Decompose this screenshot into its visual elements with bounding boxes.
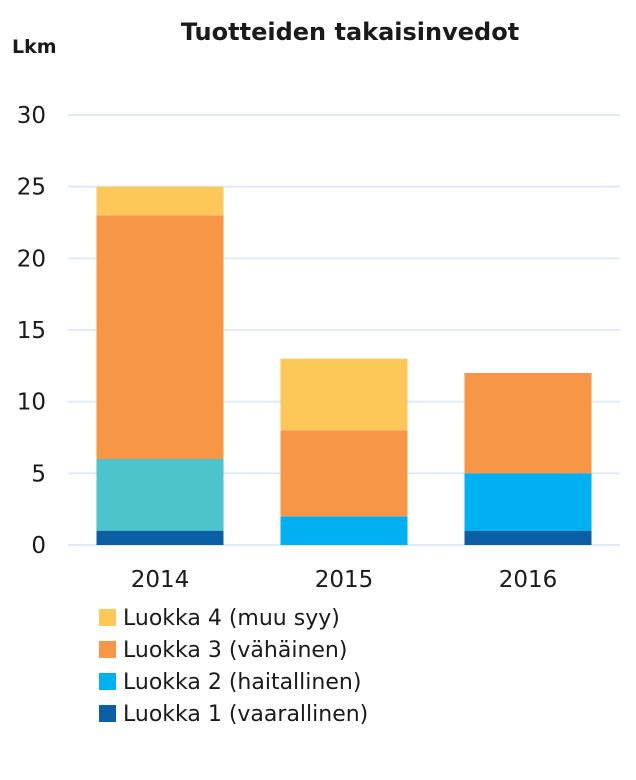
y-tick-label: 25 (17, 175, 46, 201)
legend-label: Luokka 2 (haitallinen) (123, 670, 361, 695)
y-tick-label: 0 (31, 533, 46, 559)
x-tick-label: 2015 (315, 567, 374, 593)
y-axis-unit-label: Lkm (12, 36, 57, 58)
y-tick-label: 30 (17, 103, 46, 129)
legend-swatch (99, 673, 116, 690)
x-axis-ticks: 2014 2015 2016 (131, 567, 558, 593)
y-tick-label: 10 (17, 390, 46, 416)
chart-title: Tuotteiden takaisinvedot (181, 18, 519, 46)
y-axis-ticks: 0 5 10 15 20 25 30 (17, 103, 46, 559)
legend-label: Luokka 1 (vaarallinen) (123, 702, 368, 727)
bar-segment-2016-series-2 (464, 473, 592, 531)
bar-segment-2014-series-4 (96, 186, 224, 216)
bar-segment-2015-series-2 (280, 516, 408, 545)
bar-segment-2016-series-3 (464, 373, 592, 474)
bars (96, 186, 592, 545)
bar-segment-2015-series-4 (280, 358, 408, 431)
bar-segment-2014-series-3 (96, 215, 224, 459)
legend: Luokka 4 (muu syy) Luokka 3 (vähäinen) Luo… (99, 606, 368, 727)
bar-segment-2014-series-1 (96, 530, 224, 545)
y-tick-label: 20 (17, 246, 46, 272)
legend-swatch (99, 609, 116, 626)
legend-label: Luokka 3 (vähäinen) (123, 638, 347, 663)
bar-segment-2015-series-3 (280, 430, 408, 517)
bar-segment-2016-series-1 (464, 530, 592, 545)
y-tick-label: 15 (17, 318, 46, 344)
bar-segment-2014-series-2 (96, 459, 224, 531)
legend-label: Luokka 4 (muu syy) (123, 606, 340, 631)
x-tick-label: 2014 (131, 567, 190, 593)
legend-swatch (99, 641, 116, 658)
legend-swatch (99, 705, 116, 722)
x-tick-label: 2016 (499, 567, 558, 593)
y-tick-label: 5 (31, 461, 46, 487)
